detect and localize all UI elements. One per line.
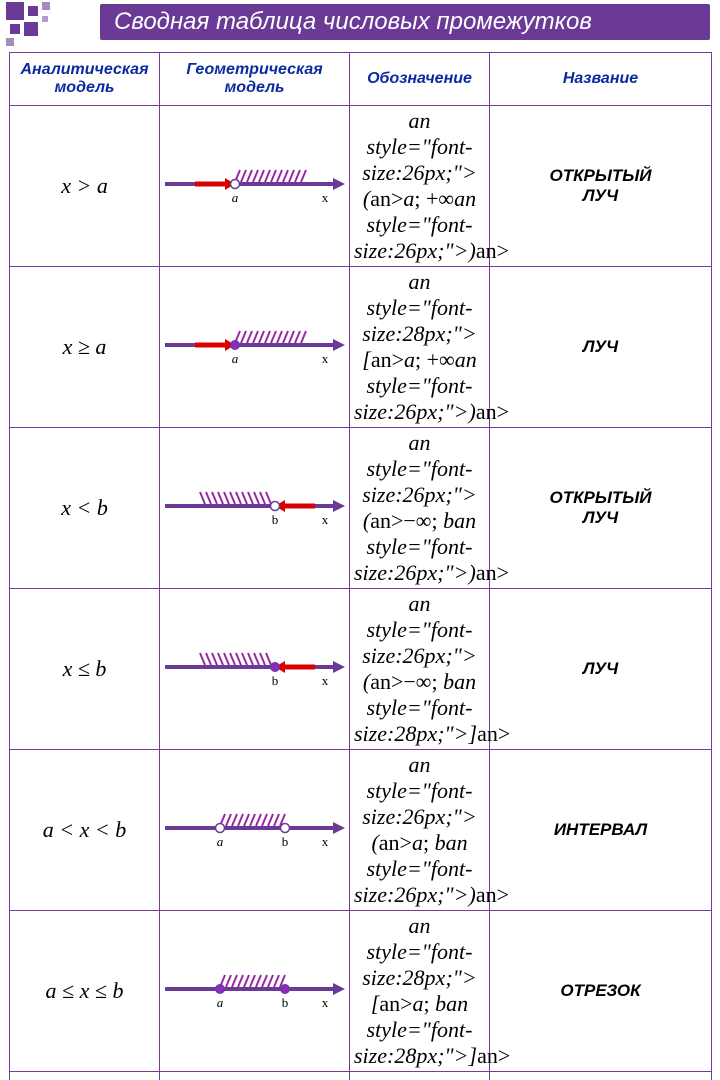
svg-text:b: b — [271, 512, 278, 527]
svg-text:x: x — [321, 190, 328, 205]
table-row: x < b bxan style="font-size:26px;">(an>−… — [10, 428, 712, 589]
svg-text:b: b — [281, 834, 288, 849]
number-line-1: ax — [165, 321, 345, 369]
svg-text:a: a — [216, 995, 223, 1010]
table-header-row: Аналитическая модель Геометрическая моде… — [10, 53, 712, 106]
intervals-table: Аналитическая модель Геометрическая моде… — [9, 52, 712, 1080]
col-name: Название — [490, 53, 712, 106]
svg-text:x: x — [321, 995, 328, 1010]
svg-text:b: b — [271, 673, 278, 688]
cell-geometric: abx — [160, 911, 350, 1072]
cell-name: ИНТЕРВАЛ — [490, 750, 712, 911]
number-line-2: bx — [165, 482, 345, 530]
table-row: a < x < b a b x an style="font-size:26px;">… — [10, 750, 712, 911]
col-geometric: Геометрическая модель — [160, 53, 350, 106]
col-analytic: Аналитическая модель — [10, 53, 160, 106]
cell-analytic: a < x < b — [10, 750, 160, 911]
table-row: a ≤ x ≤ b a b x an style="font-size:28px;">… — [10, 911, 712, 1072]
cell-name: ОТКРЫТЫЙЛУЧ — [490, 428, 712, 589]
svg-text:x: x — [321, 351, 328, 366]
svg-text:x: x — [321, 834, 328, 849]
cell-analytic: x < b — [10, 428, 160, 589]
cell-notation: an style="font-size:26px;">(an>a; +∞an s… — [350, 106, 490, 267]
svg-text:a: a — [231, 351, 238, 366]
svg-text:b: b — [281, 995, 288, 1010]
cell-geometric: bx — [160, 428, 350, 589]
cell-name: ОТРЕЗОК — [490, 911, 712, 1072]
cell-geometric: ax — [160, 267, 350, 428]
cell-name: ЛУЧ — [490, 267, 712, 428]
cell-notation: an style="font-size:26px;">(an>−∞; ban s… — [350, 428, 490, 589]
cell-geometric: ax — [160, 106, 350, 267]
cell-analytic: a ≤ x ≤ b — [10, 911, 160, 1072]
cell-name: ЛУЧ — [490, 589, 712, 750]
cell-notation: an style="font-size:28px;">[an>a; ban st… — [350, 1072, 490, 1080]
cell-geometric: abx — [160, 750, 350, 911]
svg-text:x: x — [321, 512, 328, 527]
cell-geometric: bx — [160, 589, 350, 750]
cell-analytic: x > a — [10, 106, 160, 267]
cell-name: ПОЛУИНТЕРВАЛ — [490, 1072, 712, 1080]
svg-text:a: a — [216, 834, 223, 849]
cell-analytic: a ≤ x < b — [10, 1072, 160, 1080]
number-line-4: abx — [165, 804, 345, 852]
page-title: Сводная таблица числовых промежутков — [100, 4, 710, 40]
cell-notation: an style="font-size:28px;">[an>a; +∞an s… — [350, 267, 490, 428]
svg-text:a: a — [231, 190, 238, 205]
table-row: x ≥ a axan style="font-size:28px;">[an>a… — [10, 267, 712, 428]
number-line-3: bx — [165, 643, 345, 691]
number-line-0: ax — [165, 160, 345, 208]
cell-analytic: x ≤ b — [10, 589, 160, 750]
cell-notation: an style="font-size:26px;">(an>a; ban st… — [350, 750, 490, 911]
corner-decor — [6, 2, 96, 50]
cell-analytic: x ≥ a — [10, 267, 160, 428]
cell-name: ОТКРЫТЫЙЛУЧ — [490, 106, 712, 267]
table-row: x > a axan style="font-size:26px;">(an>a… — [10, 106, 712, 267]
cell-geometric: abx — [160, 1072, 350, 1080]
number-line-5: abx — [165, 965, 345, 1013]
cell-notation: an style="font-size:28px;">[an>a; ban st… — [350, 911, 490, 1072]
page-header: Сводная таблица числовых промежутков — [0, 0, 720, 48]
table-row: a ≤ x < b abxan style="font-size:28px;">… — [10, 1072, 712, 1080]
cell-notation: an style="font-size:26px;">(an>−∞; ban s… — [350, 589, 490, 750]
svg-text:x: x — [321, 673, 328, 688]
table-row: x ≤ b bxan style="font-size:26px;">(an>−… — [10, 589, 712, 750]
col-notation: Обозначение — [350, 53, 490, 106]
